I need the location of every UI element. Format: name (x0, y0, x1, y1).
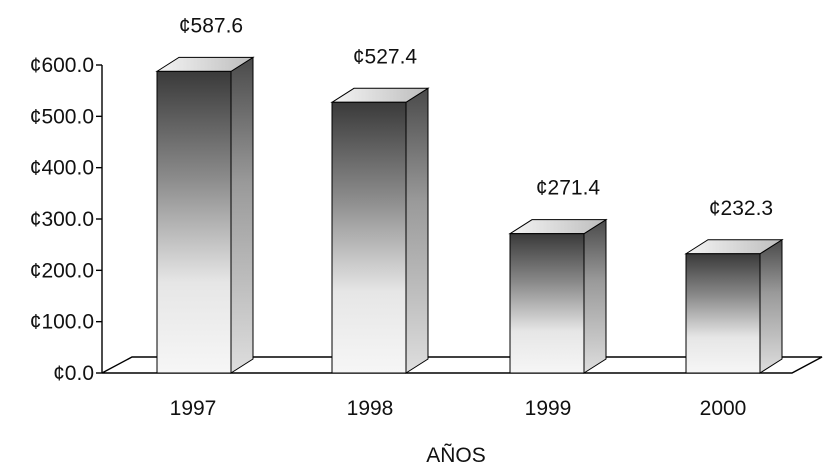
y-tick-label: ¢200.0 (30, 259, 94, 282)
bar-front-face (156, 70, 232, 374)
bar (508, 218, 608, 374)
x-axis-labels: 1997 1998 1999 2000 (170, 397, 747, 420)
x-tick-label: 1997 (170, 397, 217, 420)
x-axis-title: AÑOS (426, 443, 486, 467)
x-tick-label: 1998 (347, 397, 394, 420)
bar (330, 87, 430, 374)
y-axis: ¢0.0 ¢100.0 ¢200.0 ¢300.0 ¢400.0 ¢500.0 ¢600.0 (30, 54, 103, 385)
data-label: ¢232.3 (709, 197, 773, 220)
y-tick-label: ¢600.0 (30, 54, 94, 77)
data-label: ¢587.6 (179, 14, 243, 37)
bar-side-face (230, 56, 254, 374)
y-tick-label: ¢0.0 (53, 362, 94, 385)
x-tick-label: 2000 (700, 397, 747, 420)
bar-side-face (759, 238, 783, 374)
data-labels: ¢587.6 ¢527.4 ¢271.4 ¢232.3 (179, 14, 773, 219)
bar-side-face (583, 218, 607, 374)
data-label: ¢271.4 (536, 177, 601, 200)
y-tick-label: ¢300.0 (30, 208, 94, 231)
y-tick-label: ¢500.0 (30, 105, 94, 128)
data-label: ¢527.4 (353, 45, 418, 68)
bars (155, 56, 784, 374)
x-tick-label: 1999 (525, 397, 572, 420)
bar-front-face (509, 233, 585, 374)
y-tick-label: ¢100.0 (30, 311, 94, 334)
bar-side-face (405, 87, 429, 374)
bar-front-face (331, 101, 407, 374)
bar-front-face (685, 253, 761, 374)
bar (684, 238, 784, 374)
y-tick-label: ¢400.0 (30, 157, 94, 180)
bar (155, 56, 255, 374)
